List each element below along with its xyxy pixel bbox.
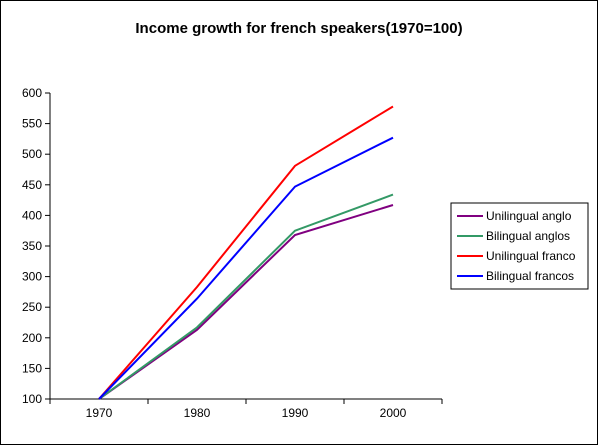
- y-tick-label: 400: [22, 208, 42, 222]
- series-line-bilingual-francos: [98, 136, 394, 400]
- y-tick-label: 600: [22, 86, 42, 100]
- legend: Unilingual anglo Bilingual anglos Unilingu…: [450, 202, 589, 290]
- legend-label: Bilingual anglos: [486, 229, 570, 243]
- y-tick-label: 150: [22, 361, 42, 375]
- y-tick-label: 350: [22, 239, 42, 253]
- y-tick-label: 250: [22, 300, 42, 314]
- x-tick-label: 2000: [380, 406, 407, 420]
- x-tick-label: 1970: [86, 406, 113, 420]
- chart-title: Income growth for french speakers(1970=1…: [135, 20, 462, 37]
- axes: 100 150 200 250 300 350 400 450 500 550 600 1970 198…: [22, 86, 443, 420]
- legend-label: Bilingual francos: [486, 269, 574, 283]
- y-tick-label: 200: [22, 331, 42, 345]
- y-tick-label: 450: [22, 178, 42, 192]
- series-line-bilingual-anglos: [98, 193, 394, 400]
- y-tick-label: 300: [22, 270, 42, 284]
- series-line-unilingual-franco: [98, 105, 394, 400]
- legend-label: Unilingual franco: [486, 249, 576, 263]
- x-tick-label: 1980: [184, 406, 211, 420]
- y-tick-label: 100: [22, 392, 42, 406]
- y-tick-label: 500: [22, 147, 42, 161]
- series-lines: [98, 105, 394, 400]
- legend-label: Unilingual anglo: [486, 209, 572, 223]
- y-tick-label: 550: [22, 117, 42, 131]
- legend-box: [450, 202, 589, 290]
- series-line-unilingual-anglo: [98, 204, 394, 400]
- x-tick-label: 1990: [282, 406, 309, 420]
